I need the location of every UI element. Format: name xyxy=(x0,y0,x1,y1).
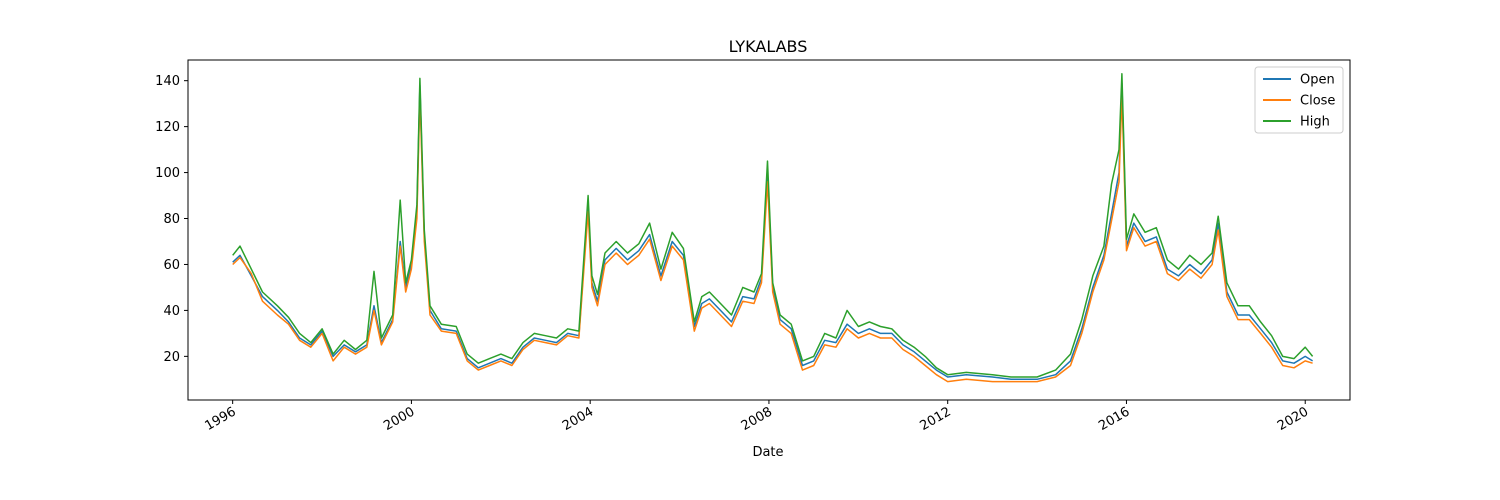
x-tick-label: 1996 xyxy=(202,404,238,434)
y-tick-label: 60 xyxy=(163,258,180,273)
x-axis: 1996 2000 2004 2008 2012 2016 2020 xyxy=(202,400,1311,434)
legend-label-open: Open xyxy=(1300,73,1335,88)
y-tick-label: 20 xyxy=(163,350,180,365)
x-tick-label: 2004 xyxy=(560,404,596,434)
legend-label-high: High xyxy=(1300,115,1330,130)
y-tick-label: 140 xyxy=(155,74,180,89)
series-line-high xyxy=(232,73,1314,378)
legend-box xyxy=(1254,66,1344,134)
plot-frame xyxy=(187,59,1351,401)
series-line-open xyxy=(232,82,1313,381)
y-tick-label: 80 xyxy=(163,212,180,227)
x-tick-label: 2012 xyxy=(918,404,954,434)
series-line-close xyxy=(232,93,1313,383)
series-layer xyxy=(232,73,1314,383)
x-axis-label: Date xyxy=(752,445,783,460)
x-tick-label: 2008 xyxy=(739,404,775,434)
x-tick-label: 2020 xyxy=(1275,404,1311,434)
chart-title: LYKALABS xyxy=(729,37,808,56)
y-axis: 20 40 60 80 100 120 140 xyxy=(155,74,188,365)
x-tick-label: 2016 xyxy=(1096,404,1132,434)
legend-label-close: Close xyxy=(1300,94,1335,109)
y-tick-label: 100 xyxy=(155,166,180,181)
legend: Open Close High xyxy=(1254,66,1344,134)
x-tick-label: 2000 xyxy=(381,404,417,434)
y-tick-label: 40 xyxy=(163,304,180,319)
y-tick-label: 120 xyxy=(155,120,180,135)
